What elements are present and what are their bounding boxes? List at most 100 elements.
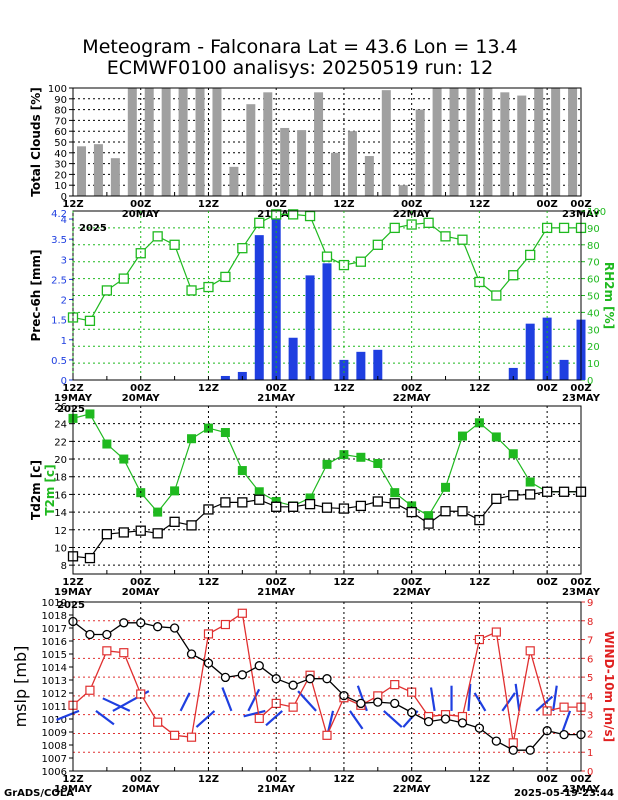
- panel-1-time-label: 12Z: [469, 383, 490, 394]
- precip-bar: [373, 349, 383, 380]
- clouds-ytick-label: 40: [54, 149, 67, 160]
- t2m-point: [203, 423, 213, 433]
- precip-ytick-label: 1: [61, 336, 67, 347]
- panel-3-time-label: 12Z: [62, 774, 83, 785]
- clouds-bar: [229, 166, 239, 196]
- mslp-point: [305, 674, 315, 684]
- clouds-bar: [246, 104, 256, 196]
- precip-ytick-label: 0.5: [51, 356, 67, 367]
- wind-point: [220, 619, 230, 630]
- panel-1-date-label: 21MAY: [257, 393, 296, 404]
- precip-bar: [508, 367, 518, 380]
- wind-barb: [552, 685, 558, 712]
- td2m-point: [186, 520, 197, 531]
- clouds-bar: [127, 88, 137, 196]
- footer-right: 2025-05-19-23:44: [514, 788, 614, 799]
- rh-ytick-label: 80: [587, 241, 600, 252]
- mslp-point: [169, 623, 180, 633]
- td2m-point: [220, 497, 231, 508]
- rh-ytick-label: 70: [587, 258, 600, 269]
- mslp-point: [373, 697, 383, 707]
- clouds-ytick-label: 90: [54, 95, 67, 106]
- precip-ytick-label: 0: [61, 376, 67, 387]
- rh-point: [254, 217, 265, 228]
- rh-point: [355, 256, 367, 267]
- wind-point: [390, 680, 400, 690]
- title-line2: ECMWF0100 analisys: 20250519 run: 12: [107, 57, 493, 79]
- panel-1-frame: [72, 210, 582, 381]
- wind-barb: [195, 710, 216, 728]
- clouds-bar: [500, 92, 510, 196]
- t2m-point: [508, 449, 518, 459]
- wind-barb: [56, 709, 80, 721]
- t2m-point: [85, 409, 95, 419]
- mslp-point: [559, 729, 569, 740]
- precip-ytick-label: 3.5: [51, 235, 67, 246]
- t2m-point: [254, 487, 264, 497]
- td2m-point: [254, 494, 265, 505]
- wind-barb: [265, 710, 283, 727]
- mslp-point: [542, 726, 552, 736]
- clouds-bar: [93, 144, 103, 196]
- wind-point: [559, 702, 569, 712]
- precip-bar: [356, 351, 366, 380]
- t2m-point: [491, 432, 501, 442]
- mslp-point: [102, 629, 112, 640]
- mslp-point: [85, 629, 95, 640]
- panel-1-date-label: 20MAY: [122, 393, 161, 404]
- wind-barb: [535, 695, 554, 712]
- temp-year: 2025: [57, 404, 85, 415]
- rh-point: [186, 285, 197, 296]
- mslp-point: [186, 649, 197, 659]
- td2m-point: [169, 516, 180, 527]
- panel-3-time-label: 00Z: [570, 774, 591, 785]
- rh-point: [457, 234, 468, 245]
- panel-3-time-label: 12Z: [469, 774, 490, 785]
- wind-barb: [467, 683, 472, 711]
- clouds-ytick-label: 20: [54, 170, 67, 181]
- clouds-bar: [280, 127, 290, 196]
- clouds-bar: [432, 88, 442, 196]
- wind-point: [322, 730, 332, 740]
- clouds-bar: [77, 146, 86, 196]
- panel-0-time-label: 12Z: [62, 199, 83, 210]
- t2m-point: [102, 439, 112, 449]
- panel-3-time-label: 00Z: [266, 774, 287, 785]
- wind-barb: [429, 687, 436, 712]
- mslp-point: [119, 618, 129, 628]
- td2m-point: [457, 506, 468, 517]
- panel-1-time-label: 12Z: [198, 383, 219, 394]
- rh-point: [152, 231, 163, 242]
- mslp-ytick-label: 1015: [42, 650, 67, 661]
- mslp-year: 2025: [57, 600, 85, 611]
- clouds-bar: [212, 88, 222, 196]
- clouds-ytick-label: 100: [48, 84, 67, 95]
- clouds-bar: [398, 185, 408, 196]
- mslp-ytick-label: 1010: [42, 715, 67, 726]
- panel-1-time-label: 00Z: [401, 383, 422, 394]
- td2m-point: [508, 490, 519, 501]
- panel-0-frame: [72, 87, 582, 197]
- clouds-ytick-label: 70: [54, 116, 67, 127]
- precip-bar: [339, 359, 349, 380]
- wind-point: [136, 689, 146, 699]
- panel-0-time-label: 00Z: [130, 199, 151, 210]
- temp-ytick-label: 14: [54, 508, 67, 519]
- mslp-point: [508, 745, 518, 755]
- mslp-point: [457, 718, 468, 728]
- temp-ytick-label: 26: [54, 402, 67, 413]
- panel-0-time-label: 00Z: [266, 199, 287, 210]
- panel-2-date-label: 21MAY: [257, 587, 296, 598]
- precip-bar: [220, 375, 230, 380]
- clouds-bar: [534, 88, 544, 196]
- panel-2-date-label: 23MAY: [562, 587, 601, 598]
- rh-ytick-label: 10: [587, 359, 600, 370]
- panel-2-time-label: 12Z: [62, 577, 83, 588]
- panel-0-time-label: 00Z: [401, 199, 422, 210]
- precip-ytick-label: 2.5: [51, 275, 67, 286]
- precip-ytick-label: 4: [61, 215, 67, 226]
- clouds-ytick-label: 50: [54, 138, 67, 149]
- panel-3-time-label: 00Z: [537, 774, 558, 785]
- clouds-ytick-label: 60: [54, 127, 67, 138]
